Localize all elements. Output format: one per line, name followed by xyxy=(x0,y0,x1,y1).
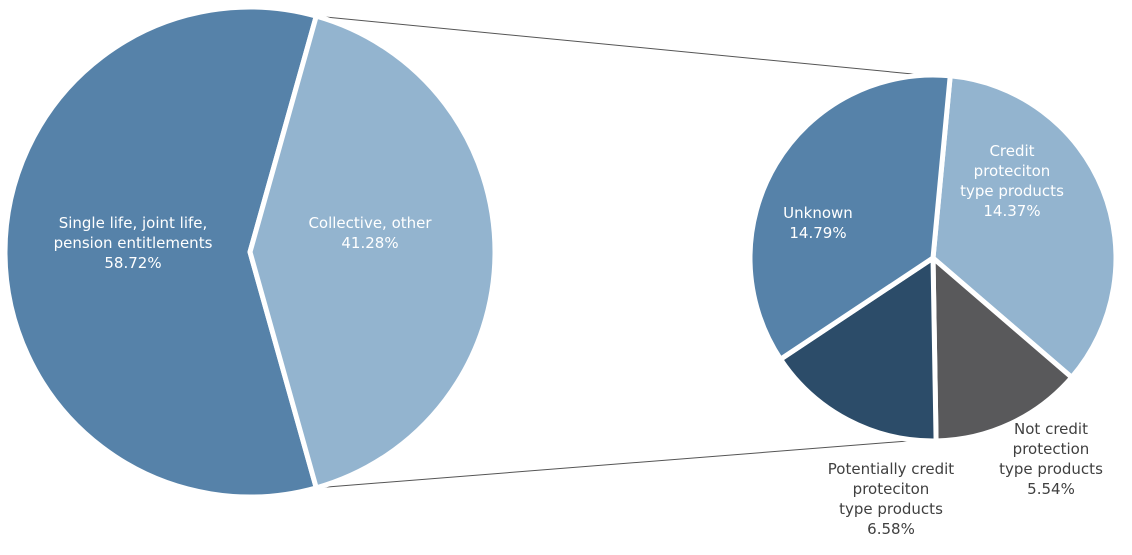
secondary-slice-unknown xyxy=(747,72,953,363)
label-potentially-credit-proteciton-type-products: Potentially credit proteciton type product… xyxy=(828,460,955,538)
slice-labels: Single life, joint life, pension entitlem… xyxy=(54,142,1103,538)
label-not-credit-protection-type-products: Not credit protection type products 5.54% xyxy=(999,420,1103,498)
connector-lines xyxy=(316,15,984,489)
secondary-slice-credit-proteciton-type-products xyxy=(930,73,1119,381)
main-slice-single-life-joint-life-pension-entitlements xyxy=(2,4,320,500)
main-slice-collective-other xyxy=(247,13,498,491)
connector-line-bottom xyxy=(316,434,984,489)
label-collective-other: Collective, other 41.28% xyxy=(308,214,432,252)
label-credit-proteciton-type-products: Credit proteciton type products 14.37% xyxy=(960,142,1064,220)
label-unknown: Unknown 14.79% xyxy=(783,204,853,242)
secondary-slice-potentially-credit-proteciton-type-products xyxy=(777,253,939,444)
main-pie xyxy=(2,4,498,500)
connector-line-top xyxy=(316,15,924,76)
secondary-slice-not-credit-protection-type-products xyxy=(930,252,1076,444)
label-single-life-joint-life-pension-entitlements: Single life, joint life, pension entitlem… xyxy=(54,214,213,272)
secondary-pie xyxy=(747,72,1119,444)
